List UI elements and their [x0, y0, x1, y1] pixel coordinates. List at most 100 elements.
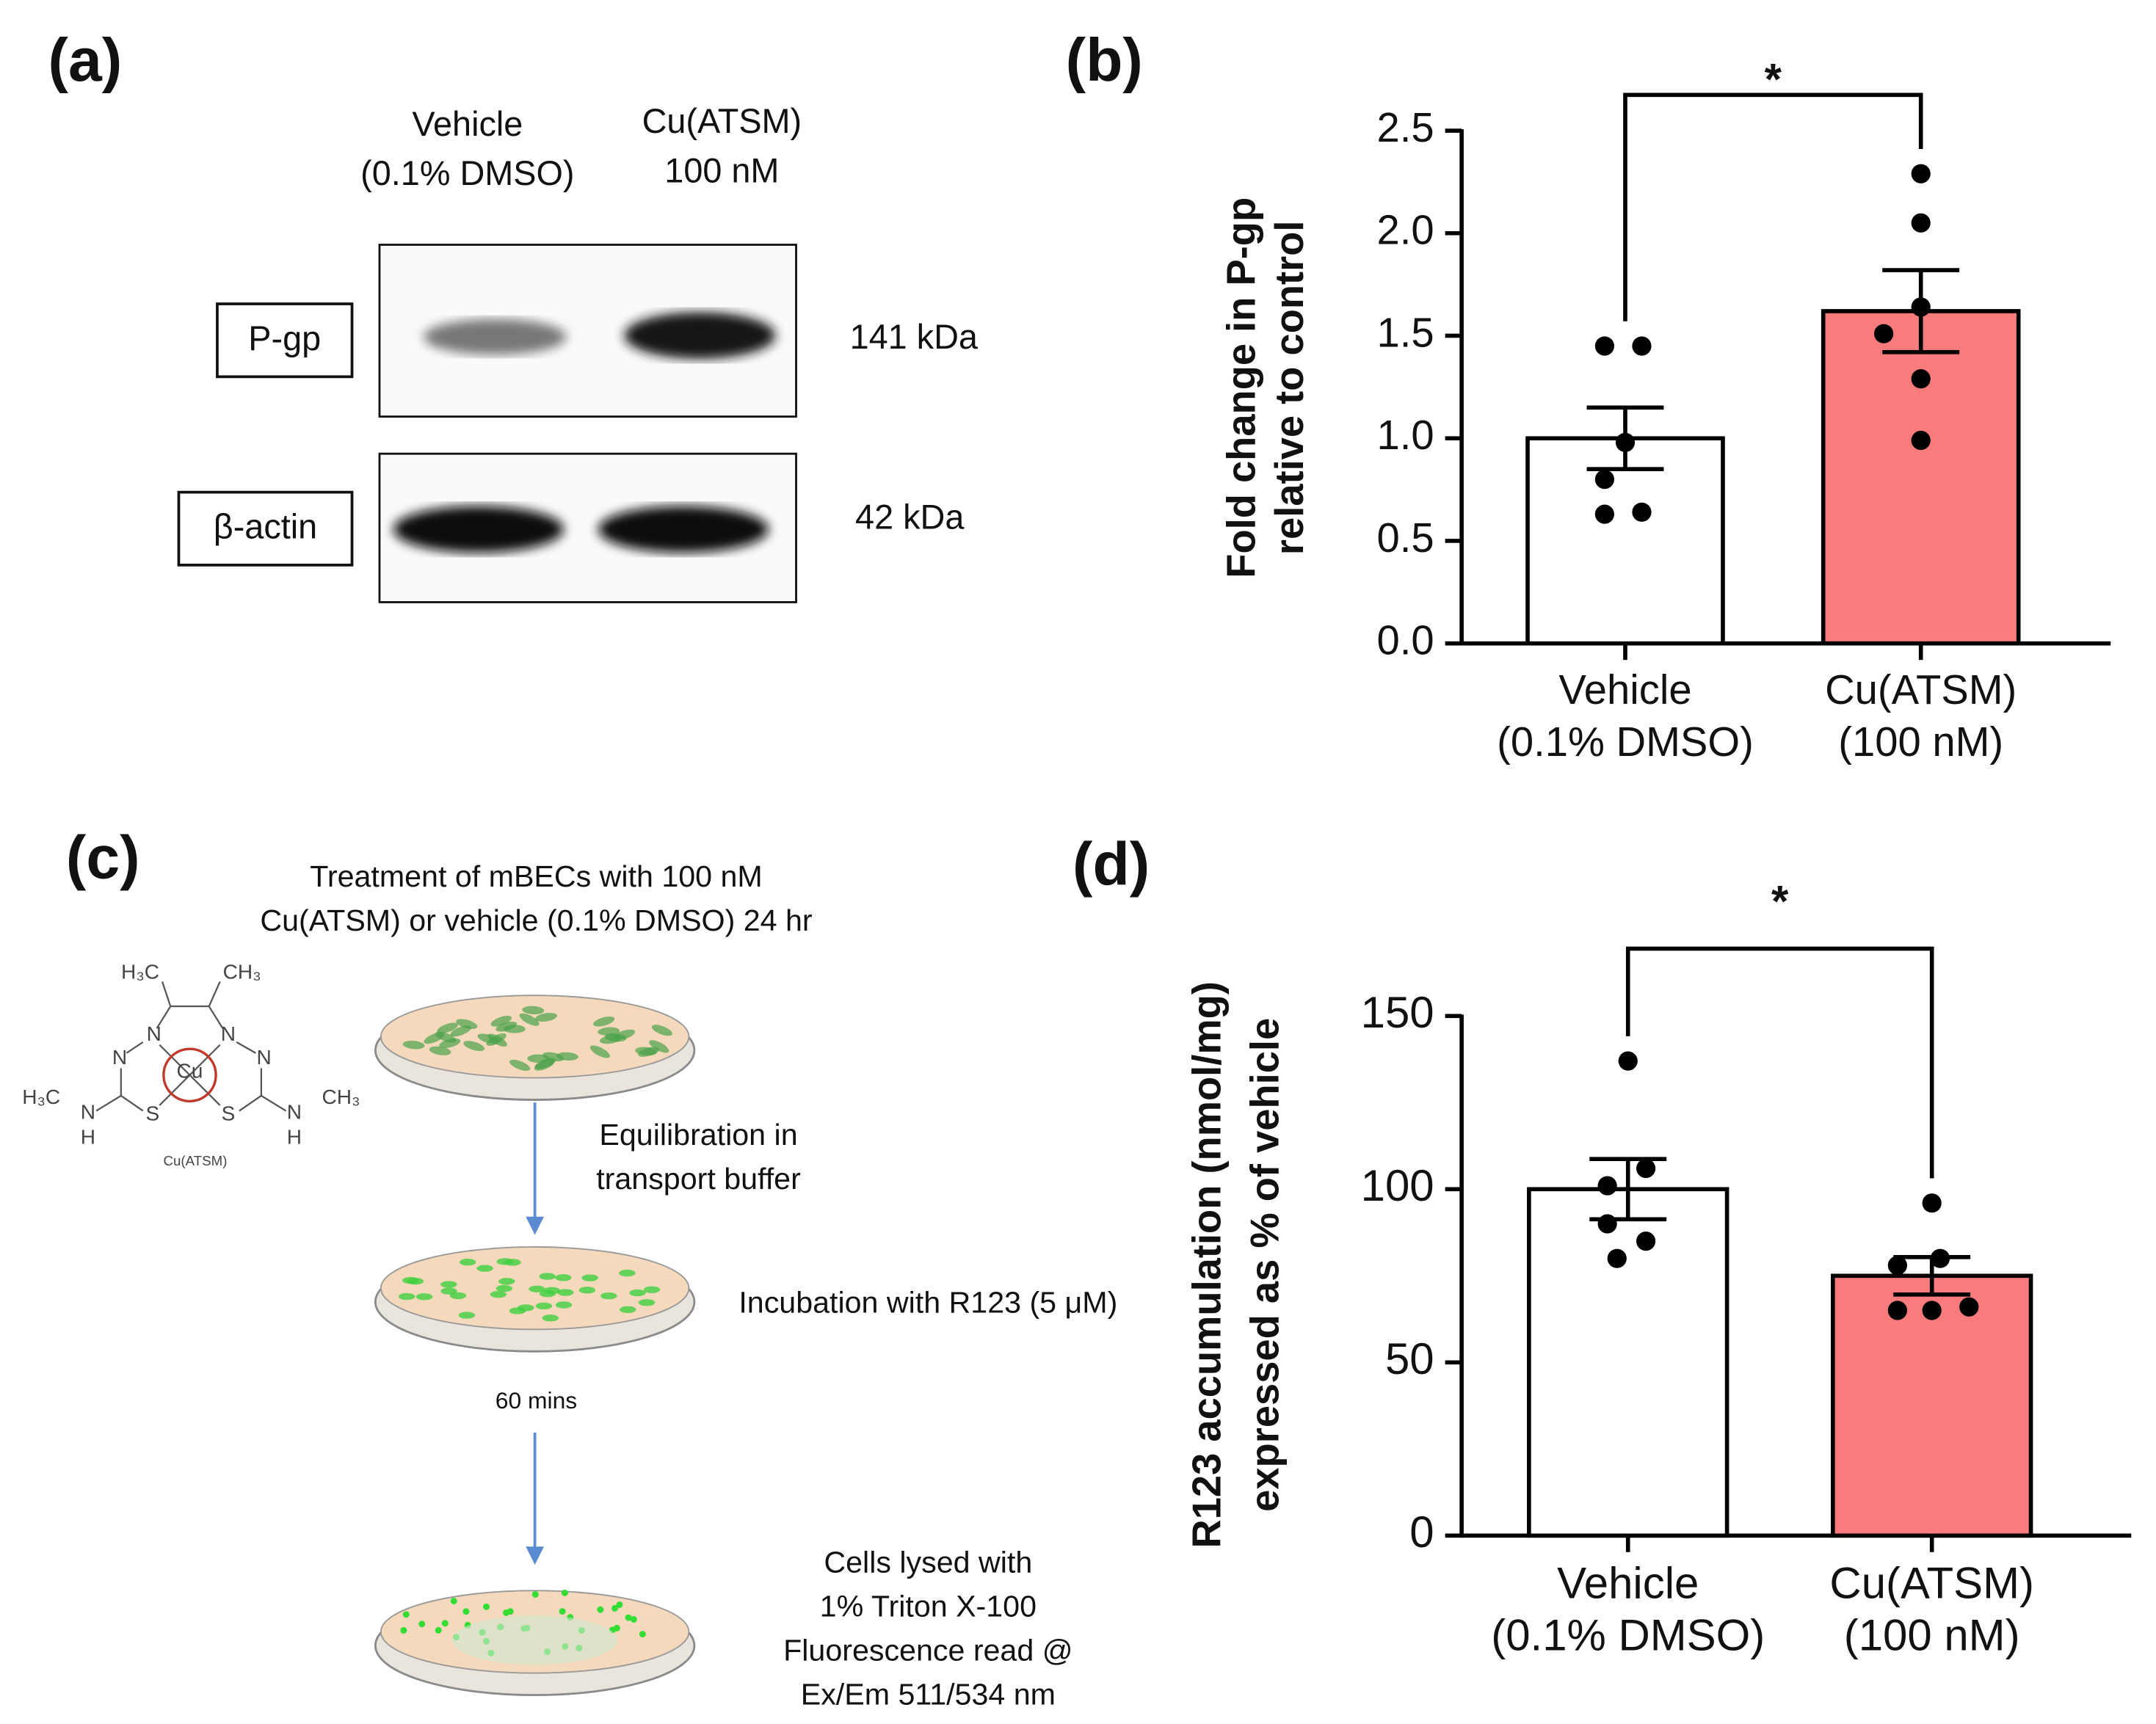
atom: N — [287, 1101, 302, 1124]
cell — [458, 1312, 476, 1319]
data-point — [1597, 1176, 1617, 1196]
data-point — [1597, 1214, 1617, 1234]
data-point — [1632, 502, 1652, 522]
y-tick-label: 1.5 — [1377, 309, 1434, 355]
dye — [561, 1589, 568, 1596]
dye — [625, 1614, 632, 1621]
cell — [529, 1285, 545, 1293]
x-tick-label: Cu(ATSM) — [1825, 666, 2017, 713]
cell — [638, 1299, 656, 1306]
cell — [490, 1016, 512, 1027]
cell — [519, 1013, 540, 1026]
dye — [402, 1611, 410, 1618]
cell — [440, 1281, 457, 1288]
cell — [542, 1314, 559, 1322]
atom: H₃C — [121, 961, 159, 983]
cell — [440, 1287, 457, 1295]
y-axis-title: expressed as % of vehicle — [1242, 1018, 1287, 1512]
cell — [542, 1052, 565, 1062]
step-text: Cu(ATSM) or vehicle (0.1% DMSO) 24 hr — [260, 903, 813, 937]
cell — [629, 1289, 646, 1297]
structure-name: Cu(ATSM) — [163, 1153, 227, 1168]
y-tick-label: 1.0 — [1377, 412, 1434, 458]
dye — [630, 1615, 637, 1623]
cell — [437, 1022, 458, 1034]
atom: N — [256, 1046, 271, 1069]
x-tick-label: (0.1% DMSO) — [1497, 719, 1754, 765]
panel-label: (a) — [48, 26, 123, 94]
data-point — [1618, 1051, 1638, 1071]
cell — [402, 1041, 425, 1050]
cell — [522, 1005, 545, 1015]
significance-bracket — [1623, 92, 1923, 321]
data-point — [1922, 1301, 1942, 1320]
row-label: P-gp — [248, 319, 321, 357]
dish-media — [380, 994, 690, 1079]
cell — [604, 1033, 627, 1042]
data-point — [1636, 1158, 1656, 1179]
y-tick-label: 2.5 — [1377, 104, 1434, 150]
cell — [619, 1269, 636, 1277]
cell — [490, 1290, 507, 1298]
bar — [1527, 1187, 1729, 1538]
y-tick-label: 100 — [1361, 1161, 1434, 1210]
y-tick-label: 150 — [1361, 988, 1434, 1037]
data-point — [1594, 469, 1615, 490]
panel-label: (c) — [66, 823, 140, 891]
cell — [498, 1278, 515, 1285]
dye — [400, 1626, 407, 1634]
cell — [476, 1265, 493, 1272]
cell — [600, 1292, 617, 1300]
x-tick-label: (0.1% DMSO) — [1491, 1611, 1765, 1660]
dye — [507, 1608, 514, 1615]
charts: (b) 0.0 0.5 1.0 1.5 2.0 2.5 Fold change in P-gp… — [1066, 26, 2132, 1660]
lane-label: (0.1% DMSO) — [360, 154, 574, 192]
band — [393, 506, 564, 553]
dye — [462, 1608, 470, 1615]
y-tick-label: 2.0 — [1377, 207, 1434, 253]
y-axis-title: R123 accumulation (nmol/mg) — [1185, 981, 1230, 1548]
cell — [399, 1292, 415, 1301]
atom: N — [147, 1022, 161, 1045]
cell — [593, 1016, 615, 1027]
step-text: Equilibration in — [599, 1118, 797, 1152]
cell — [518, 1304, 534, 1312]
cell — [581, 1274, 598, 1281]
bar — [1821, 309, 2021, 646]
cell — [543, 1287, 561, 1295]
atom: N — [112, 1046, 127, 1069]
panel-c: (c) Treatment of mBECs with 100 nM Cu(AT… — [22, 823, 1117, 1711]
data-point — [1887, 1301, 1907, 1320]
bar-chart: (b) 0.0 0.5 1.0 1.5 2.0 2.5 Fold change in P-gp… — [1066, 26, 2111, 765]
lysate — [452, 1615, 618, 1665]
step-text: Treatment of mBECs with 100 nM — [310, 859, 763, 893]
cell — [638, 1047, 660, 1057]
cell — [534, 1059, 555, 1071]
step-text: 1% Triton X-100 — [820, 1589, 1037, 1623]
dishes — [374, 994, 696, 1696]
band — [598, 506, 769, 553]
data-point — [1887, 1256, 1907, 1276]
y-axis-title: relative to control — [1267, 220, 1312, 555]
lane-label: 100 nM — [664, 151, 779, 189]
x-tick-label: Vehicle — [1557, 1558, 1699, 1607]
atom: N — [221, 1022, 236, 1045]
arrows — [526, 1102, 545, 1565]
atom: Cu — [177, 1060, 203, 1083]
dye — [616, 1601, 623, 1608]
significance-label: * — [1765, 54, 1782, 103]
data-point — [1594, 504, 1615, 524]
dye — [418, 1621, 426, 1628]
cell — [477, 1033, 499, 1044]
significance-label: * — [1771, 876, 1789, 925]
cell — [459, 1259, 476, 1266]
data-point — [1874, 324, 1894, 343]
atom: S — [146, 1102, 160, 1125]
dye — [450, 1597, 457, 1604]
structure-bonds — [95, 981, 287, 1112]
data-point — [1922, 1193, 1942, 1213]
y-axis-title: Fold change in P-gp — [1219, 197, 1263, 578]
cell — [496, 1021, 518, 1032]
